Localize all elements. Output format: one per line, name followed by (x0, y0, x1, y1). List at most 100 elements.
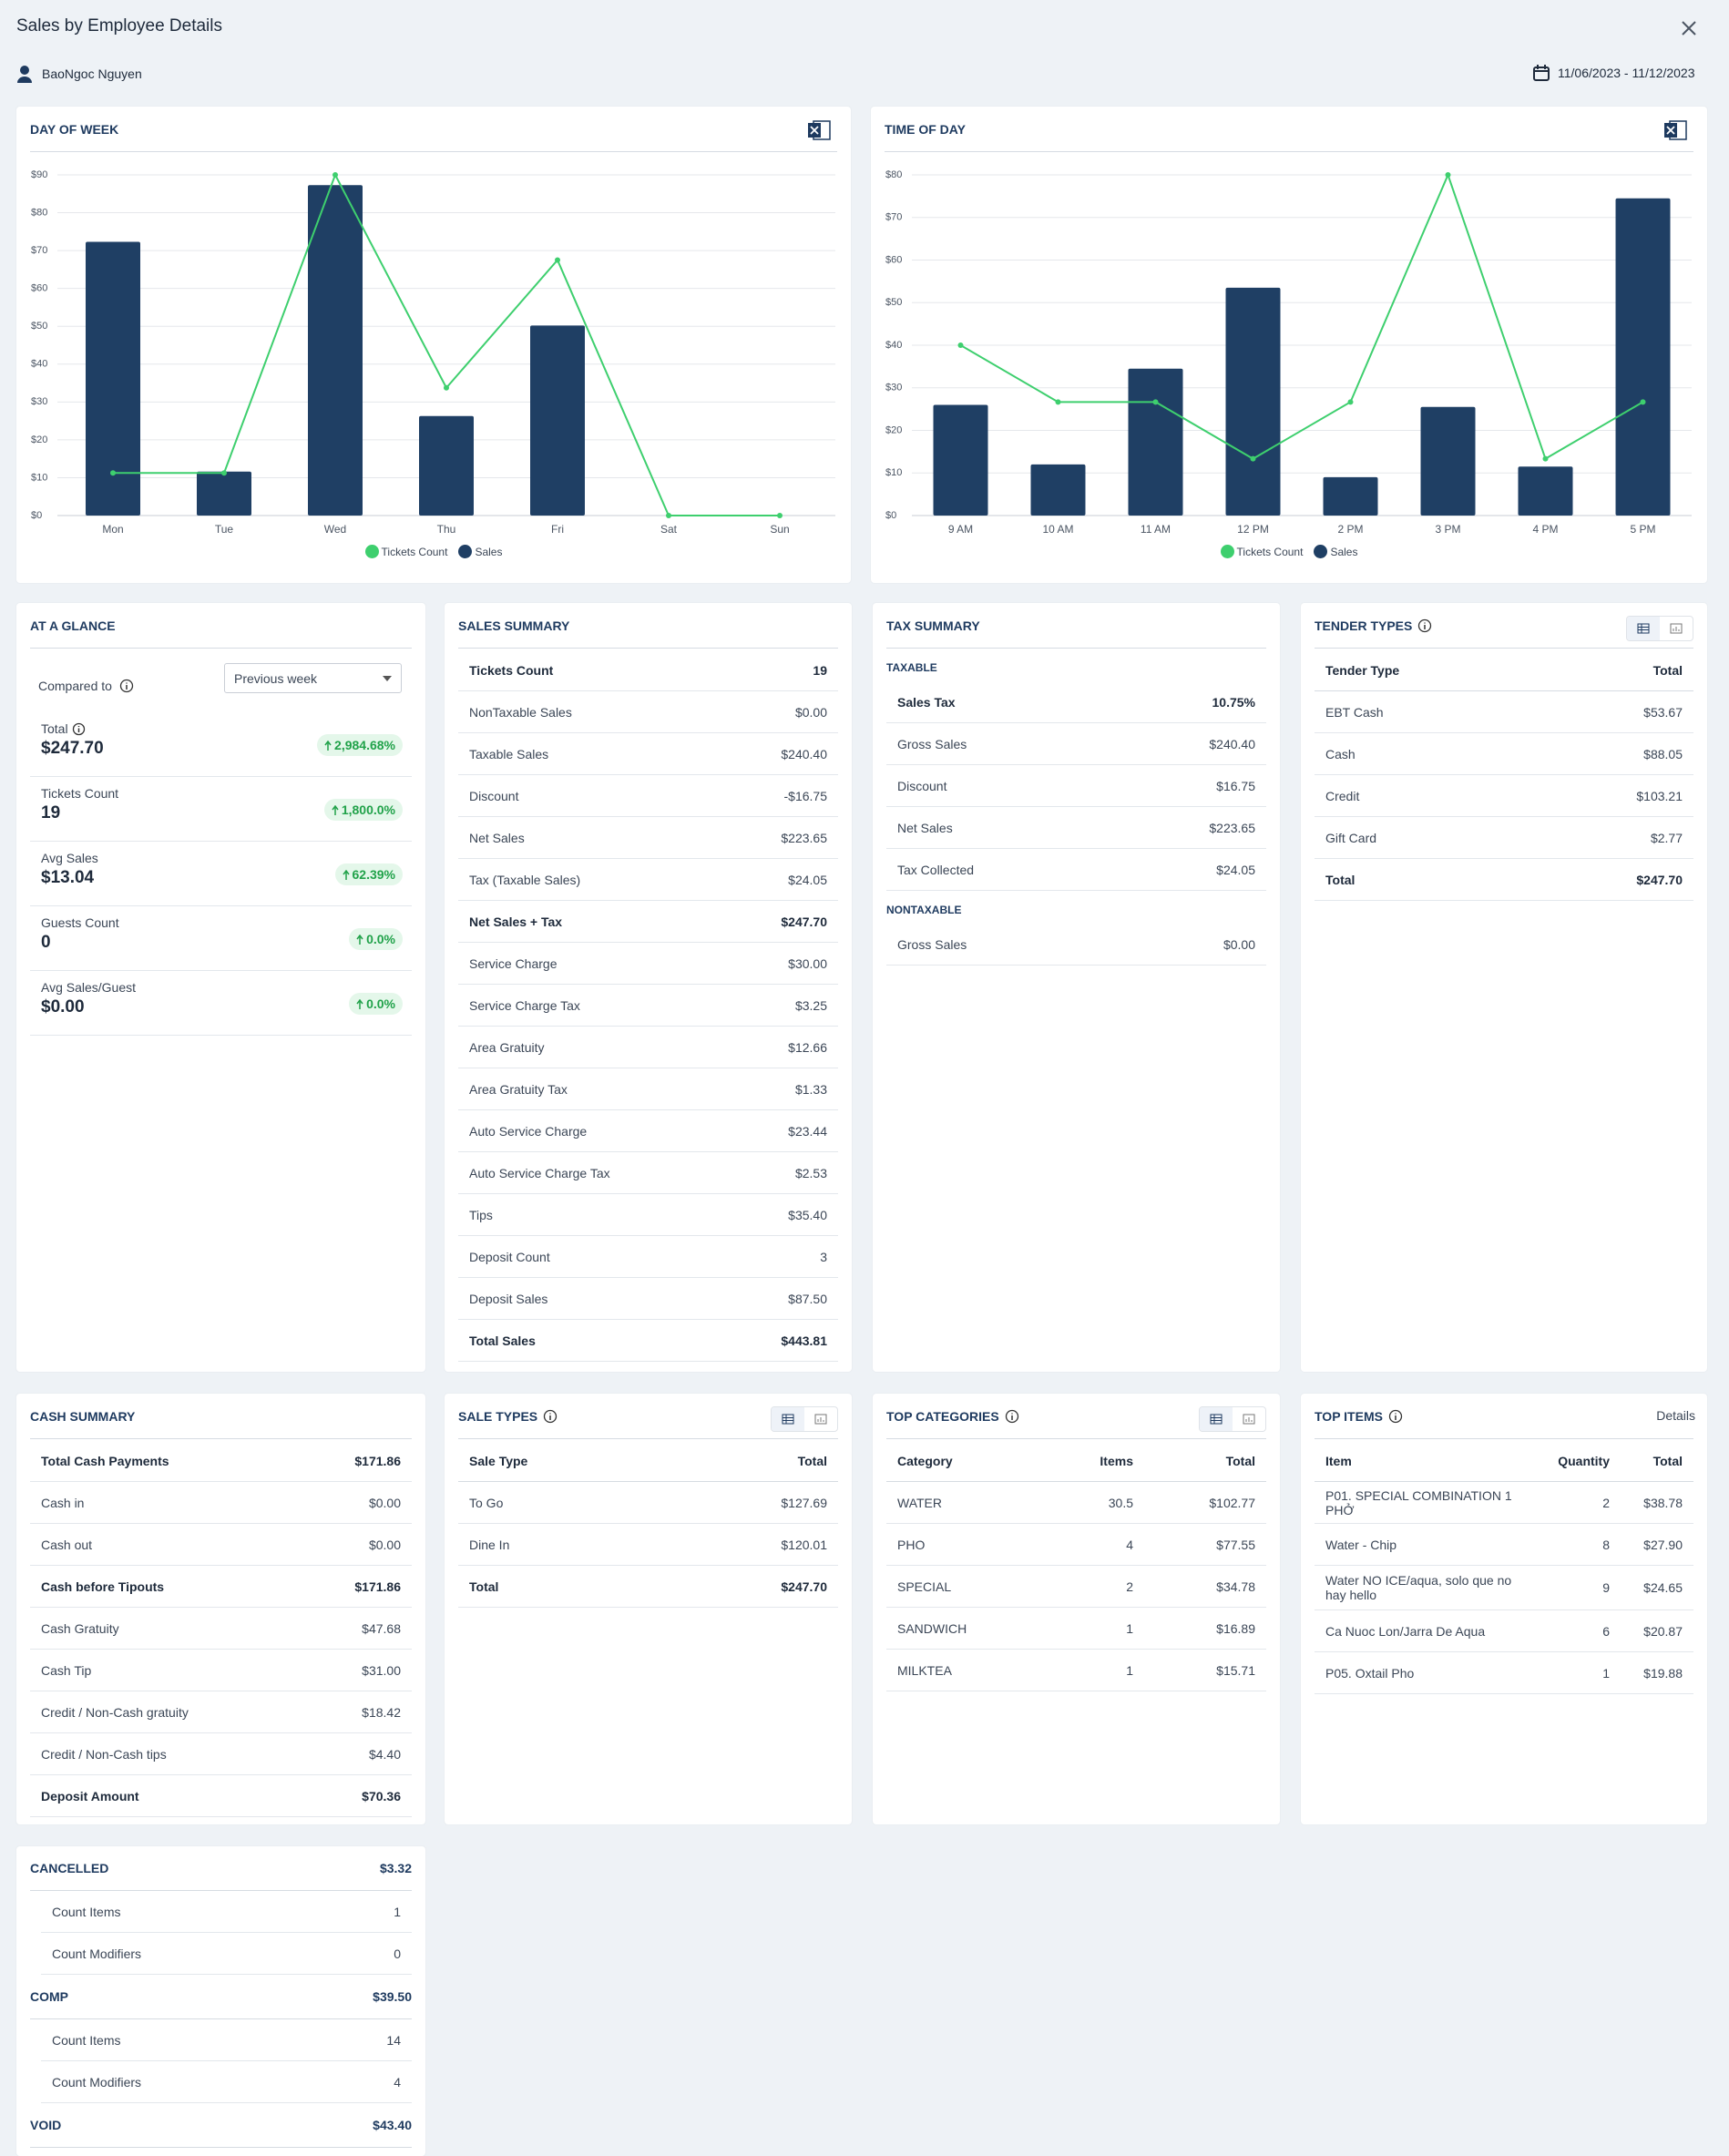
legend-label: Tickets Count (381, 545, 448, 558)
legend-item[interactable]: Sales (458, 545, 502, 558)
metric-label: Total (41, 721, 86, 736)
x-tick-label: 4 PM (1532, 523, 1558, 535)
y-tick-label: $50 (31, 321, 47, 332)
cell-value: $3.25 (794, 997, 827, 1013)
legend-item[interactable]: Sales (1314, 545, 1357, 558)
cell-value: $240.40 (1209, 736, 1255, 751)
y-tick-label: $40 (885, 340, 902, 351)
cell-label: Cash (1325, 746, 1356, 761)
cell-label: Deposit Sales (469, 1291, 548, 1306)
metric-label: Avg Sales (41, 851, 98, 865)
metric: Avg Sales $13.04 62.39% (30, 842, 412, 906)
column-header: Total (797, 1453, 827, 1468)
cell-value: $247.70 (1636, 872, 1683, 887)
cell-value: $88.05 (1643, 746, 1683, 761)
table-row: Credit / Non-Cash gratuity $18.42 (30, 1691, 412, 1733)
cell-label: SANDWICH (897, 1620, 967, 1636)
change-badge: 0.0% (349, 993, 403, 1015)
cell-label: MILKTEA (897, 1662, 952, 1678)
change-value: 2,984.68% (334, 738, 395, 752)
table-row: Count Items 14 (41, 2019, 412, 2061)
chart-view[interactable] (804, 1407, 837, 1431)
cell-label: Total (469, 1579, 499, 1594)
table-row: Dine In $120.01 (458, 1524, 838, 1566)
table-view[interactable] (1627, 617, 1660, 640)
cell-label: To Go (469, 1495, 504, 1510)
y-tick-label: $90 (31, 169, 47, 180)
section-heading: TAXABLE (886, 661, 937, 674)
cell-value: $18.42 (362, 1704, 401, 1720)
cell-label: Cash in (41, 1495, 85, 1510)
change-badge: 0.0% (349, 928, 403, 950)
cell-label: SPECIAL (897, 1579, 952, 1594)
cell-label: Area Gratuity Tax (469, 1081, 568, 1097)
table-row: Credit / Non-Cash tips $4.40 (30, 1733, 412, 1775)
group-header: COMP $39.50 (30, 1975, 412, 2019)
cell-label: Sales Tax (897, 694, 956, 710)
title-rule (885, 151, 1693, 152)
x-tick-label: Sat (660, 523, 678, 535)
table-row: Tips $35.40 (458, 1194, 838, 1236)
cell-label: Net Sales (897, 820, 953, 835)
cell-value: $223.65 (781, 830, 827, 845)
close-button[interactable] (1679, 18, 1699, 38)
table-view[interactable] (772, 1407, 804, 1431)
export-excel[interactable] (808, 120, 831, 140)
legend-swatch (1314, 545, 1328, 558)
cell-value: $247.70 (781, 914, 827, 929)
table-row: To Go $127.69 (458, 1482, 838, 1524)
details-link[interactable]: Details (1656, 1408, 1695, 1423)
y-tick-label: $0 (885, 510, 896, 521)
cell-value: $4.40 (368, 1746, 401, 1762)
cell-value: 10.75% (1212, 694, 1255, 710)
x-tick-label: 9 AM (948, 523, 973, 535)
cell-label: NonTaxable Sales (469, 704, 572, 720)
chart-view[interactable] (1233, 1407, 1265, 1431)
chart-view[interactable] (1660, 617, 1693, 640)
metric-value: $247.70 (41, 739, 104, 758)
cell-value: $12.66 (788, 1039, 827, 1055)
metric-label-text: Tickets Count (41, 786, 119, 801)
card-title: SALE TYPES (458, 1406, 558, 1426)
cell-value: $0.00 (368, 1495, 401, 1510)
up-arrow (324, 740, 332, 751)
y-tick-label: $60 (885, 254, 902, 265)
x-tick-label: Mon (102, 523, 123, 535)
cell-label: Auto Service Charge (469, 1123, 588, 1139)
cell-label: Credit / Non-Cash tips (41, 1746, 167, 1762)
table-row: Cash Tip $31.00 (30, 1650, 412, 1691)
card-title: AT A GLANCE (30, 618, 116, 633)
change-badge: 62.39% (334, 863, 403, 885)
date-range[interactable]: 11/06/2023 - 11/12/2023 (1532, 64, 1695, 82)
column-header: Sale Type (469, 1453, 528, 1468)
cell-label: Gross Sales (897, 736, 967, 751)
table-row: Deposit Count 3 (458, 1236, 838, 1278)
table-row: Tax (Taxable Sales) $24.05 (458, 859, 838, 901)
table-row: Total Sales $443.81 (458, 1320, 838, 1362)
legend-item[interactable]: Tickets Count (364, 545, 448, 558)
table-row: Cash Gratuity $47.68 (30, 1608, 412, 1650)
cell-label: Discount (469, 788, 519, 803)
metric: Guests Count 0 0.0% (30, 906, 412, 971)
info-icon (119, 679, 134, 693)
table-view[interactable] (1200, 1407, 1233, 1431)
line-point (444, 384, 449, 391)
chart-title: TIME OF DAY (885, 122, 966, 137)
cell-label: Discount (897, 778, 947, 793)
group-amount: $3.32 (379, 1861, 412, 1875)
column-header: Total (1225, 1453, 1255, 1468)
cell-value: $223.65 (1209, 820, 1255, 835)
cell-label: Total Cash Payments (41, 1453, 169, 1468)
cell-value: $30.00 (788, 955, 827, 971)
column-header: Total (1652, 1453, 1683, 1468)
column-header: Category (897, 1453, 953, 1468)
legend-item[interactable]: Tickets Count (1220, 545, 1303, 558)
cell-value: $127.69 (781, 1495, 827, 1510)
compare-select[interactable]: Previous week (224, 663, 402, 693)
export-excel[interactable] (1664, 120, 1687, 140)
bar (419, 415, 474, 516)
view-toggle (771, 1406, 838, 1432)
cell-label: Dine In (469, 1537, 510, 1552)
cell-value: 8 (1602, 1537, 1610, 1552)
